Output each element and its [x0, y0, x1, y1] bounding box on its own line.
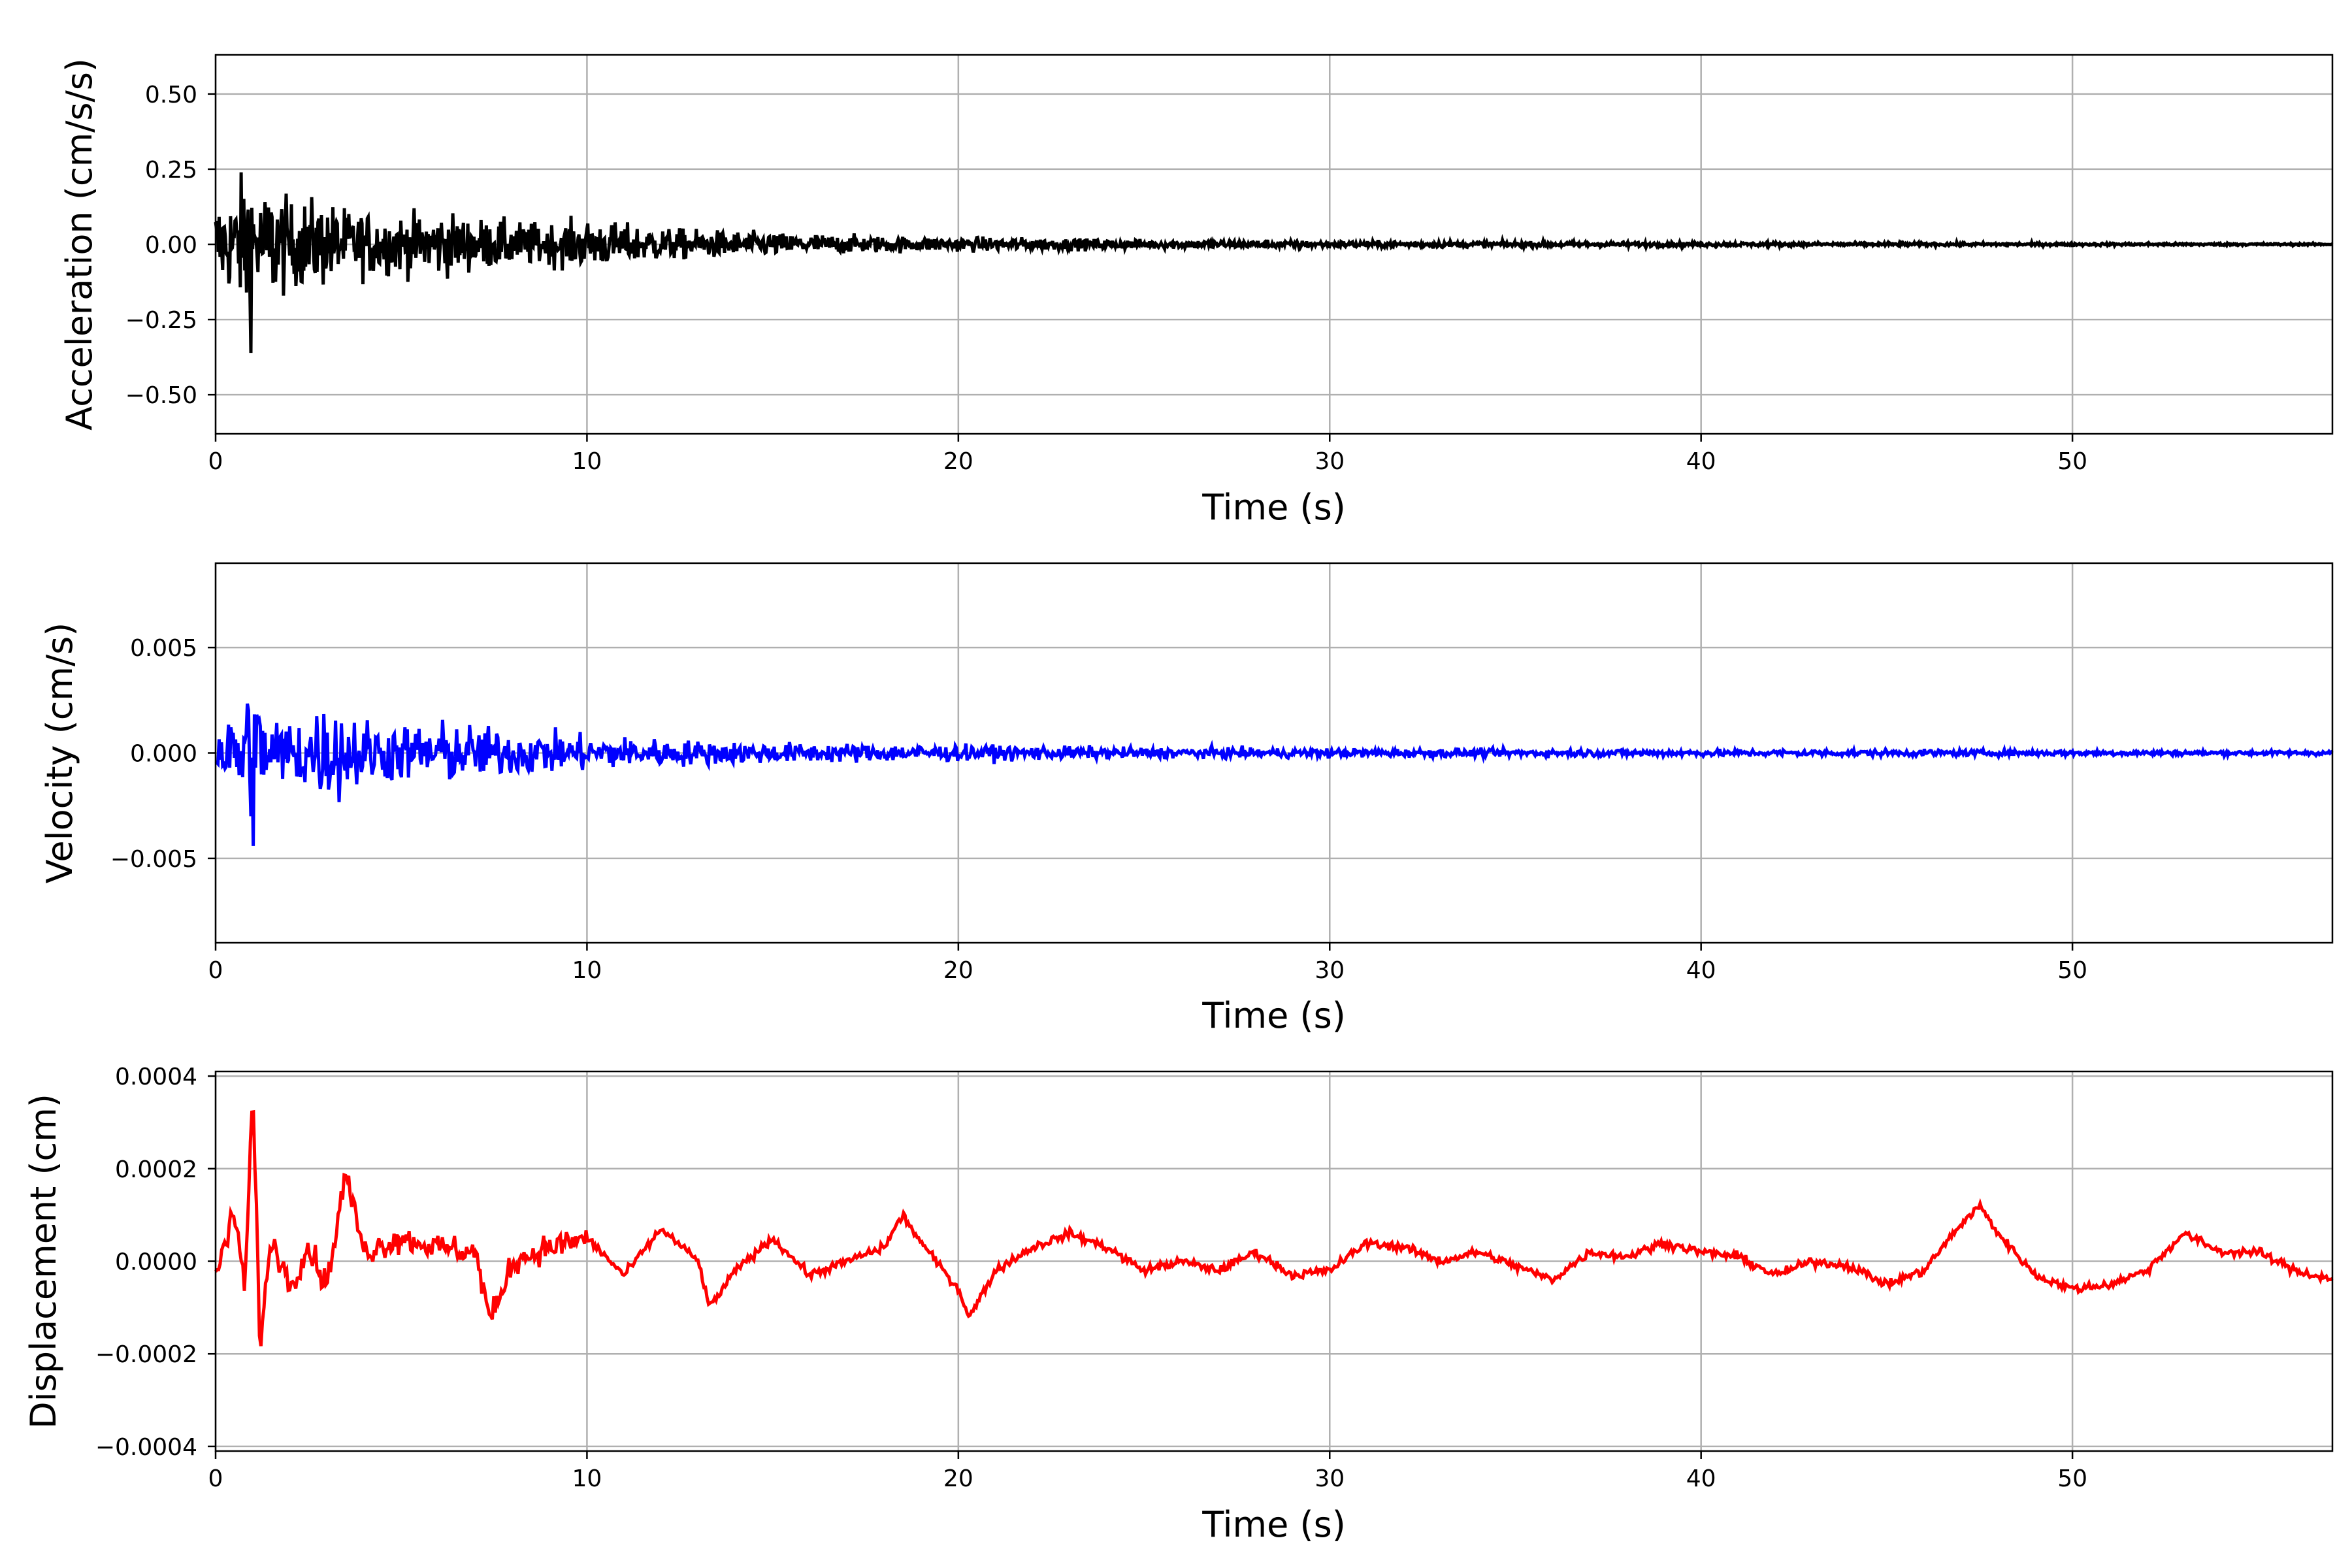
velocity-ytick-label: 0.005: [130, 635, 197, 662]
displacement-ytick-label: −0.0002: [95, 1341, 197, 1368]
displacement-ytick-label: −0.0004: [95, 1434, 197, 1461]
acceleration-xtick-label: 10: [572, 448, 602, 475]
velocity-ytick-label: 0.000: [130, 741, 197, 768]
velocity-xtick-label: 0: [208, 957, 223, 984]
velocity-xtick-label: 40: [1686, 957, 1716, 984]
displacement-grid: [214, 1071, 2332, 1451]
acceleration-x-axis-label: Time (s): [1201, 487, 1346, 528]
acceleration-ytick-label: −0.25: [125, 307, 197, 334]
acceleration-xtick-label: 30: [1315, 448, 1345, 475]
acceleration-xtick-label: 20: [943, 448, 973, 475]
velocity-series-line: [214, 703, 2334, 846]
displacement-xtick-label: 0: [208, 1465, 223, 1492]
velocity-xtick-label: 50: [2057, 957, 2087, 984]
acceleration-y-axis-label: Acceleration (cm/s/s): [59, 58, 100, 431]
velocity-xtick-label: 10: [572, 957, 602, 984]
displacement-ticks: 0 10 20 30 40 50 0.0004 0.0002 0.0000 −0.0002 −0.0…: [95, 1064, 2087, 1492]
acceleration-series-line: [214, 172, 2334, 353]
displacement-ytick-label: 0.0004: [115, 1064, 197, 1090]
acceleration-xtick-label: 50: [2057, 448, 2087, 475]
acceleration-ytick-label: −0.50: [125, 382, 197, 409]
displacement-xtick-label: 50: [2057, 1465, 2087, 1492]
acceleration-ytick-label: 0.00: [145, 232, 197, 259]
acceleration-ticks: 0 10 20 30 40 50 0.50 0.25 0.00 −0.25 −0.50: [125, 82, 2087, 475]
velocity-panel: 0 10 20 30 40 50 0.005 0.000 −0.005 Time (s) Vel…: [39, 562, 2334, 1036]
displacement-xtick-label: 10: [572, 1465, 602, 1492]
displacement-series-line: [214, 1109, 2334, 1347]
acceleration-ytick-label: 0.50: [145, 82, 197, 108]
velocity-ticks: 0 10 20 30 40 50 0.005 0.000 −0.005: [110, 635, 2087, 984]
displacement-xtick-label: 20: [943, 1465, 973, 1492]
velocity-xtick-label: 30: [1315, 957, 1345, 984]
velocity-ytick-label: −0.005: [110, 846, 197, 873]
acceleration-ytick-label: 0.25: [145, 157, 197, 184]
displacement-x-axis-label: Time (s): [1201, 1504, 1346, 1545]
velocity-xtick-label: 20: [943, 957, 973, 984]
displacement-y-axis-label: Displacement (cm): [23, 1094, 64, 1429]
displacement-xtick-label: 30: [1315, 1465, 1345, 1492]
acceleration-xtick-label: 40: [1686, 448, 1716, 475]
velocity-y-axis-label: Velocity (cm/s): [39, 623, 80, 884]
displacement-panel: 0 10 20 30 40 50 0.0004 0.0002 0.0000 −0.0002 −0.0…: [23, 1064, 2334, 1545]
velocity-x-axis-label: Time (s): [1201, 995, 1346, 1036]
acceleration-xtick-label: 0: [208, 448, 223, 475]
displacement-ytick-label: 0.0000: [115, 1249, 197, 1276]
acceleration-panel: 0 10 20 30 40 50 0.50 0.25 0.00 −0.25 −0.50 Time (…: [59, 54, 2334, 528]
displacement-xtick-label: 40: [1686, 1465, 1716, 1492]
displacement-ytick-label: 0.0002: [115, 1156, 197, 1183]
